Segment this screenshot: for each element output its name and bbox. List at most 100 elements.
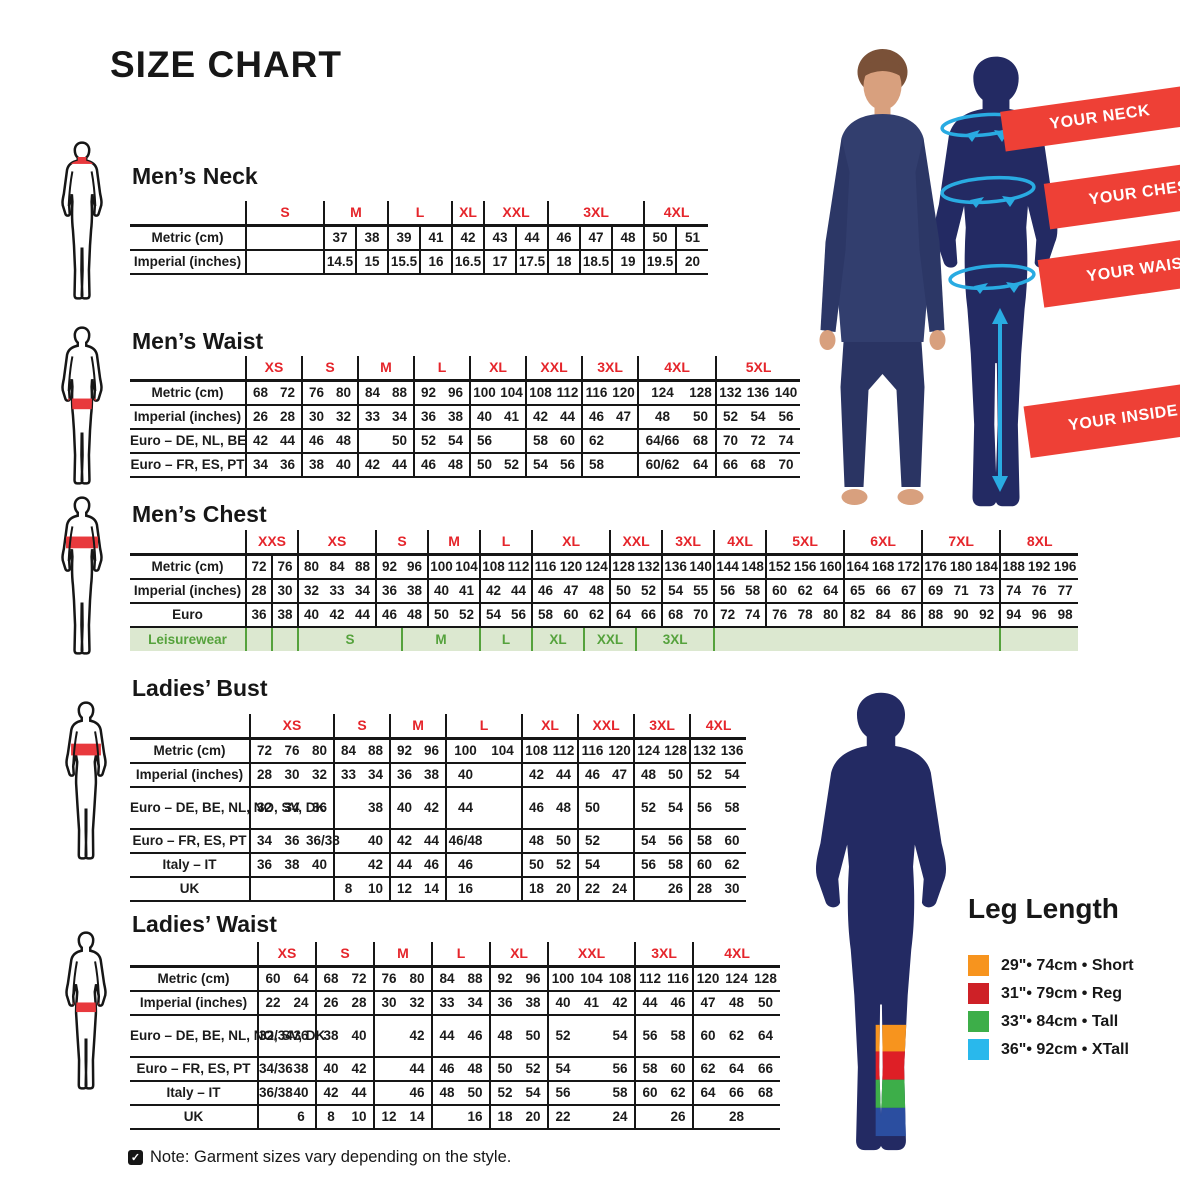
size-cell: 60 bbox=[718, 829, 747, 854]
size-cell: 17 bbox=[483, 250, 517, 275]
size-cell: 108 bbox=[525, 380, 555, 406]
size-cell: 24 bbox=[606, 877, 635, 902]
size-cell: 42 bbox=[389, 829, 419, 854]
size-cell: 16.5 bbox=[451, 250, 485, 275]
note: ✓ Note: Garment sizes vary depending on … bbox=[128, 1148, 511, 1167]
size-cell: 48 bbox=[431, 1081, 462, 1106]
size-cell: 22 bbox=[547, 1105, 578, 1130]
legend-swatch-reg bbox=[968, 983, 989, 1004]
row-label: Metric (cm) bbox=[130, 966, 258, 992]
size-header: XS bbox=[297, 530, 377, 556]
size-cell: 64 bbox=[818, 579, 845, 604]
size-header: XXL bbox=[609, 530, 663, 556]
size-cell: 38 bbox=[301, 453, 330, 478]
waist-measure-icon bbox=[948, 263, 1036, 291]
size-cell: 12 bbox=[373, 1105, 403, 1130]
size-cell: 136 bbox=[744, 380, 773, 406]
size-cell: 50 bbox=[386, 429, 415, 454]
row-label: Euro – DE, NL, BE bbox=[130, 429, 246, 454]
size-cell: 48 bbox=[722, 991, 752, 1016]
size-cell: 100 bbox=[469, 380, 499, 406]
size-cell: 44 bbox=[389, 853, 419, 878]
size-cell: 65 bbox=[843, 579, 871, 604]
size-cell: 28 bbox=[249, 763, 278, 788]
size-cell: 50 bbox=[643, 225, 677, 251]
size-header: L bbox=[413, 356, 471, 382]
size-cell bbox=[257, 1105, 287, 1130]
chest-measure-icon bbox=[940, 175, 1036, 205]
size-cell: 48 bbox=[330, 429, 358, 454]
size-cell: 68 bbox=[661, 603, 689, 628]
legend-label: 31"• 79cm • Reg bbox=[1001, 984, 1123, 1002]
size-cell: 36/38 bbox=[306, 829, 340, 854]
size-cell: 96 bbox=[519, 966, 549, 992]
size-cell: 66 bbox=[636, 603, 663, 628]
size-cell: 38 bbox=[442, 405, 471, 430]
size-cell: 124 bbox=[637, 380, 687, 406]
size-header: XXL bbox=[525, 356, 583, 382]
size-cell: 140 bbox=[688, 554, 715, 580]
size-cell: 26 bbox=[662, 877, 691, 902]
size-cell: 128 bbox=[662, 738, 691, 764]
size-cell: 15 bbox=[354, 250, 389, 275]
size-cell: 69 bbox=[921, 579, 949, 604]
size-cell: 80 bbox=[306, 738, 335, 764]
size-cell: 44 bbox=[418, 829, 447, 854]
size-cell: 92 bbox=[389, 738, 419, 764]
size-cell: 44 bbox=[634, 991, 665, 1016]
size-cell: 46 bbox=[301, 429, 330, 454]
size-cell bbox=[577, 1015, 607, 1058]
size-cell: 30 bbox=[278, 763, 306, 788]
size-cell: 34 bbox=[362, 763, 391, 788]
leisure-cell: 3XL bbox=[635, 627, 715, 651]
bust-band bbox=[71, 743, 101, 756]
measure-marks bbox=[940, 112, 1036, 492]
size-cell: 40 bbox=[389, 787, 419, 830]
table-corner bbox=[130, 201, 246, 227]
size-cell: 46 bbox=[431, 1057, 462, 1082]
size-cell: 44 bbox=[350, 603, 377, 628]
size-cell: 66 bbox=[715, 453, 745, 478]
page-title: SIZE CHART bbox=[110, 44, 342, 85]
size-cell: 104 bbox=[484, 738, 523, 764]
size-cell: 68 bbox=[751, 1081, 781, 1106]
size-cell: 120 bbox=[610, 380, 639, 406]
size-header: 8XL bbox=[999, 530, 1079, 556]
size-cell: 120 bbox=[558, 554, 585, 580]
size-cell: 92 bbox=[489, 966, 520, 992]
size-cell: 44 bbox=[403, 1057, 433, 1082]
size-cell: 112 bbox=[506, 554, 533, 580]
size-cell: 90 bbox=[948, 603, 975, 628]
size-cell: 96 bbox=[442, 380, 471, 406]
size-cell: 36 bbox=[249, 853, 278, 878]
size-cell: 38 bbox=[362, 787, 391, 830]
size-cell: 46 bbox=[521, 787, 551, 830]
size-cell: 58 bbox=[581, 453, 611, 478]
size-cell: 52 bbox=[715, 405, 745, 430]
size-cell: 58 bbox=[689, 829, 719, 854]
size-cell: 20 bbox=[675, 250, 709, 275]
size-cell: 96 bbox=[1026, 603, 1053, 628]
chest-figure-icon bbox=[46, 496, 118, 656]
size-cell: 56 bbox=[469, 429, 499, 454]
size-cell: 64/66 bbox=[637, 429, 687, 454]
neck-band bbox=[71, 157, 93, 164]
size-cell: 48 bbox=[633, 763, 663, 788]
size-cell: 48 bbox=[489, 1015, 520, 1058]
size-cell: 46 bbox=[461, 1015, 491, 1058]
size-cell: 44 bbox=[431, 1015, 462, 1058]
size-cell: 62 bbox=[792, 579, 819, 604]
row-label: Euro bbox=[130, 603, 246, 628]
size-cell: 68 bbox=[744, 453, 773, 478]
size-cell: 48 bbox=[611, 225, 645, 251]
size-cell: 84 bbox=[431, 966, 462, 992]
size-header: 4XL bbox=[689, 714, 747, 740]
waist-figure-icon bbox=[46, 326, 118, 486]
legend-swatch-xtall bbox=[968, 1039, 989, 1060]
leg-length-title: Leg Length bbox=[968, 893, 1119, 924]
legend-label: 36"• 92cm • XTall bbox=[1001, 1040, 1129, 1058]
size-cell: 88 bbox=[386, 380, 415, 406]
size-cell: 46 bbox=[418, 853, 447, 878]
size-cell: 78 bbox=[792, 603, 819, 628]
row-label: Euro – FR, ES, PT bbox=[130, 453, 246, 478]
